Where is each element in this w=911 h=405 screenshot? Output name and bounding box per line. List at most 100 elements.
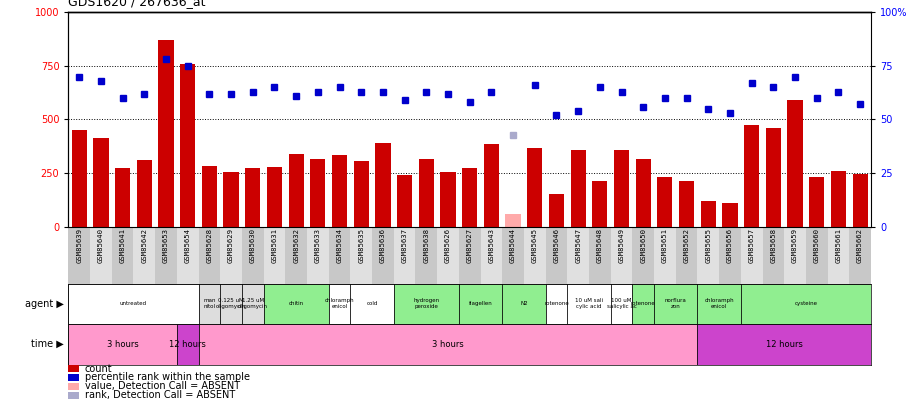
- Bar: [241, 227, 263, 284]
- Text: GSM85653: GSM85653: [163, 228, 169, 263]
- Bar: [567, 227, 589, 284]
- Bar: [762, 227, 783, 284]
- Bar: [783, 227, 805, 284]
- Bar: [201, 166, 217, 227]
- Bar: [112, 227, 133, 284]
- Text: 12 hours: 12 hours: [169, 340, 206, 349]
- Bar: [502, 284, 545, 324]
- Bar: [68, 227, 90, 284]
- Text: value, Detection Call = ABSENT: value, Detection Call = ABSENT: [85, 382, 240, 391]
- Text: GSM85655: GSM85655: [704, 228, 711, 263]
- Bar: [68, 324, 177, 364]
- Bar: [350, 284, 394, 324]
- Text: GSM85650: GSM85650: [640, 228, 646, 263]
- Bar: [591, 181, 607, 227]
- Bar: [480, 227, 502, 284]
- Bar: [199, 227, 220, 284]
- Text: GSM85642: GSM85642: [141, 228, 148, 263]
- Bar: [786, 100, 802, 227]
- Bar: [372, 227, 394, 284]
- Text: untreated: untreated: [119, 301, 147, 306]
- Text: 3 hours: 3 hours: [107, 340, 138, 349]
- Bar: [436, 227, 458, 284]
- Bar: [458, 227, 480, 284]
- Text: GSM85649: GSM85649: [618, 228, 624, 263]
- Text: GSM85629: GSM85629: [228, 228, 234, 263]
- Bar: [610, 284, 631, 324]
- Text: man
nitol: man nitol: [203, 298, 215, 309]
- Text: GSM85627: GSM85627: [466, 228, 472, 263]
- Bar: [805, 227, 826, 284]
- Bar: [267, 167, 281, 227]
- Bar: [653, 227, 675, 284]
- Bar: [548, 194, 563, 227]
- Text: rank, Detection Call = ABSENT: rank, Detection Call = ABSENT: [85, 390, 235, 400]
- Text: GSM85660: GSM85660: [813, 228, 819, 263]
- Text: GSM85657: GSM85657: [748, 228, 753, 263]
- Text: GSM85637: GSM85637: [401, 228, 407, 263]
- Text: GSM85662: GSM85662: [856, 228, 862, 263]
- Text: GSM85638: GSM85638: [423, 228, 429, 263]
- Bar: [675, 227, 697, 284]
- Text: cold: cold: [366, 301, 377, 306]
- Text: GSM85654: GSM85654: [185, 228, 190, 263]
- Bar: [332, 155, 347, 227]
- Text: GSM85646: GSM85646: [553, 228, 558, 263]
- Bar: [697, 324, 870, 364]
- Bar: [610, 227, 631, 284]
- Bar: [220, 284, 241, 324]
- Bar: [285, 227, 307, 284]
- Bar: [697, 227, 719, 284]
- Text: GSM85652: GSM85652: [683, 228, 689, 263]
- Bar: [394, 284, 458, 324]
- Bar: [93, 138, 108, 227]
- Text: count: count: [85, 364, 112, 373]
- Bar: [545, 284, 567, 324]
- Bar: [310, 159, 325, 227]
- Bar: [852, 174, 866, 227]
- Bar: [199, 284, 220, 324]
- Bar: [657, 177, 671, 227]
- Bar: [288, 154, 303, 227]
- Bar: [545, 227, 567, 284]
- Bar: [589, 227, 610, 284]
- Bar: [808, 177, 824, 227]
- Text: GDS1620 / 267636_at: GDS1620 / 267636_at: [68, 0, 206, 8]
- Bar: [418, 159, 434, 227]
- Bar: [115, 168, 130, 227]
- Bar: [462, 168, 476, 227]
- Bar: [505, 214, 520, 227]
- Bar: [328, 227, 350, 284]
- Bar: [90, 227, 112, 284]
- Bar: [719, 227, 740, 284]
- Text: GSM85636: GSM85636: [380, 228, 385, 263]
- Text: GSM85634: GSM85634: [336, 228, 343, 263]
- Bar: [263, 227, 285, 284]
- Bar: [177, 324, 199, 364]
- Bar: [353, 161, 368, 227]
- Bar: [199, 324, 697, 364]
- Text: chitin: chitin: [288, 301, 303, 306]
- Bar: [72, 130, 87, 227]
- Text: GSM85661: GSM85661: [834, 228, 841, 263]
- Bar: [848, 227, 870, 284]
- Bar: [830, 171, 845, 227]
- Text: rotenone: rotenone: [630, 301, 655, 306]
- Bar: [700, 201, 715, 227]
- Text: chloramph
enicol: chloramph enicol: [703, 298, 733, 309]
- Bar: [502, 227, 523, 284]
- Bar: [133, 227, 155, 284]
- Text: GSM85630: GSM85630: [250, 228, 255, 263]
- Bar: [396, 175, 412, 227]
- Bar: [263, 284, 328, 324]
- Bar: [679, 181, 693, 227]
- Text: agent ▶: agent ▶: [25, 299, 64, 309]
- Text: GSM85656: GSM85656: [726, 228, 732, 263]
- Text: GSM85635: GSM85635: [358, 228, 363, 263]
- Text: 0.125 uM
oligomycin: 0.125 uM oligomycin: [216, 298, 246, 309]
- Bar: [350, 227, 372, 284]
- Bar: [307, 227, 328, 284]
- Bar: [223, 172, 239, 227]
- Text: GSM85632: GSM85632: [292, 228, 299, 263]
- Text: cysteine: cysteine: [793, 301, 816, 306]
